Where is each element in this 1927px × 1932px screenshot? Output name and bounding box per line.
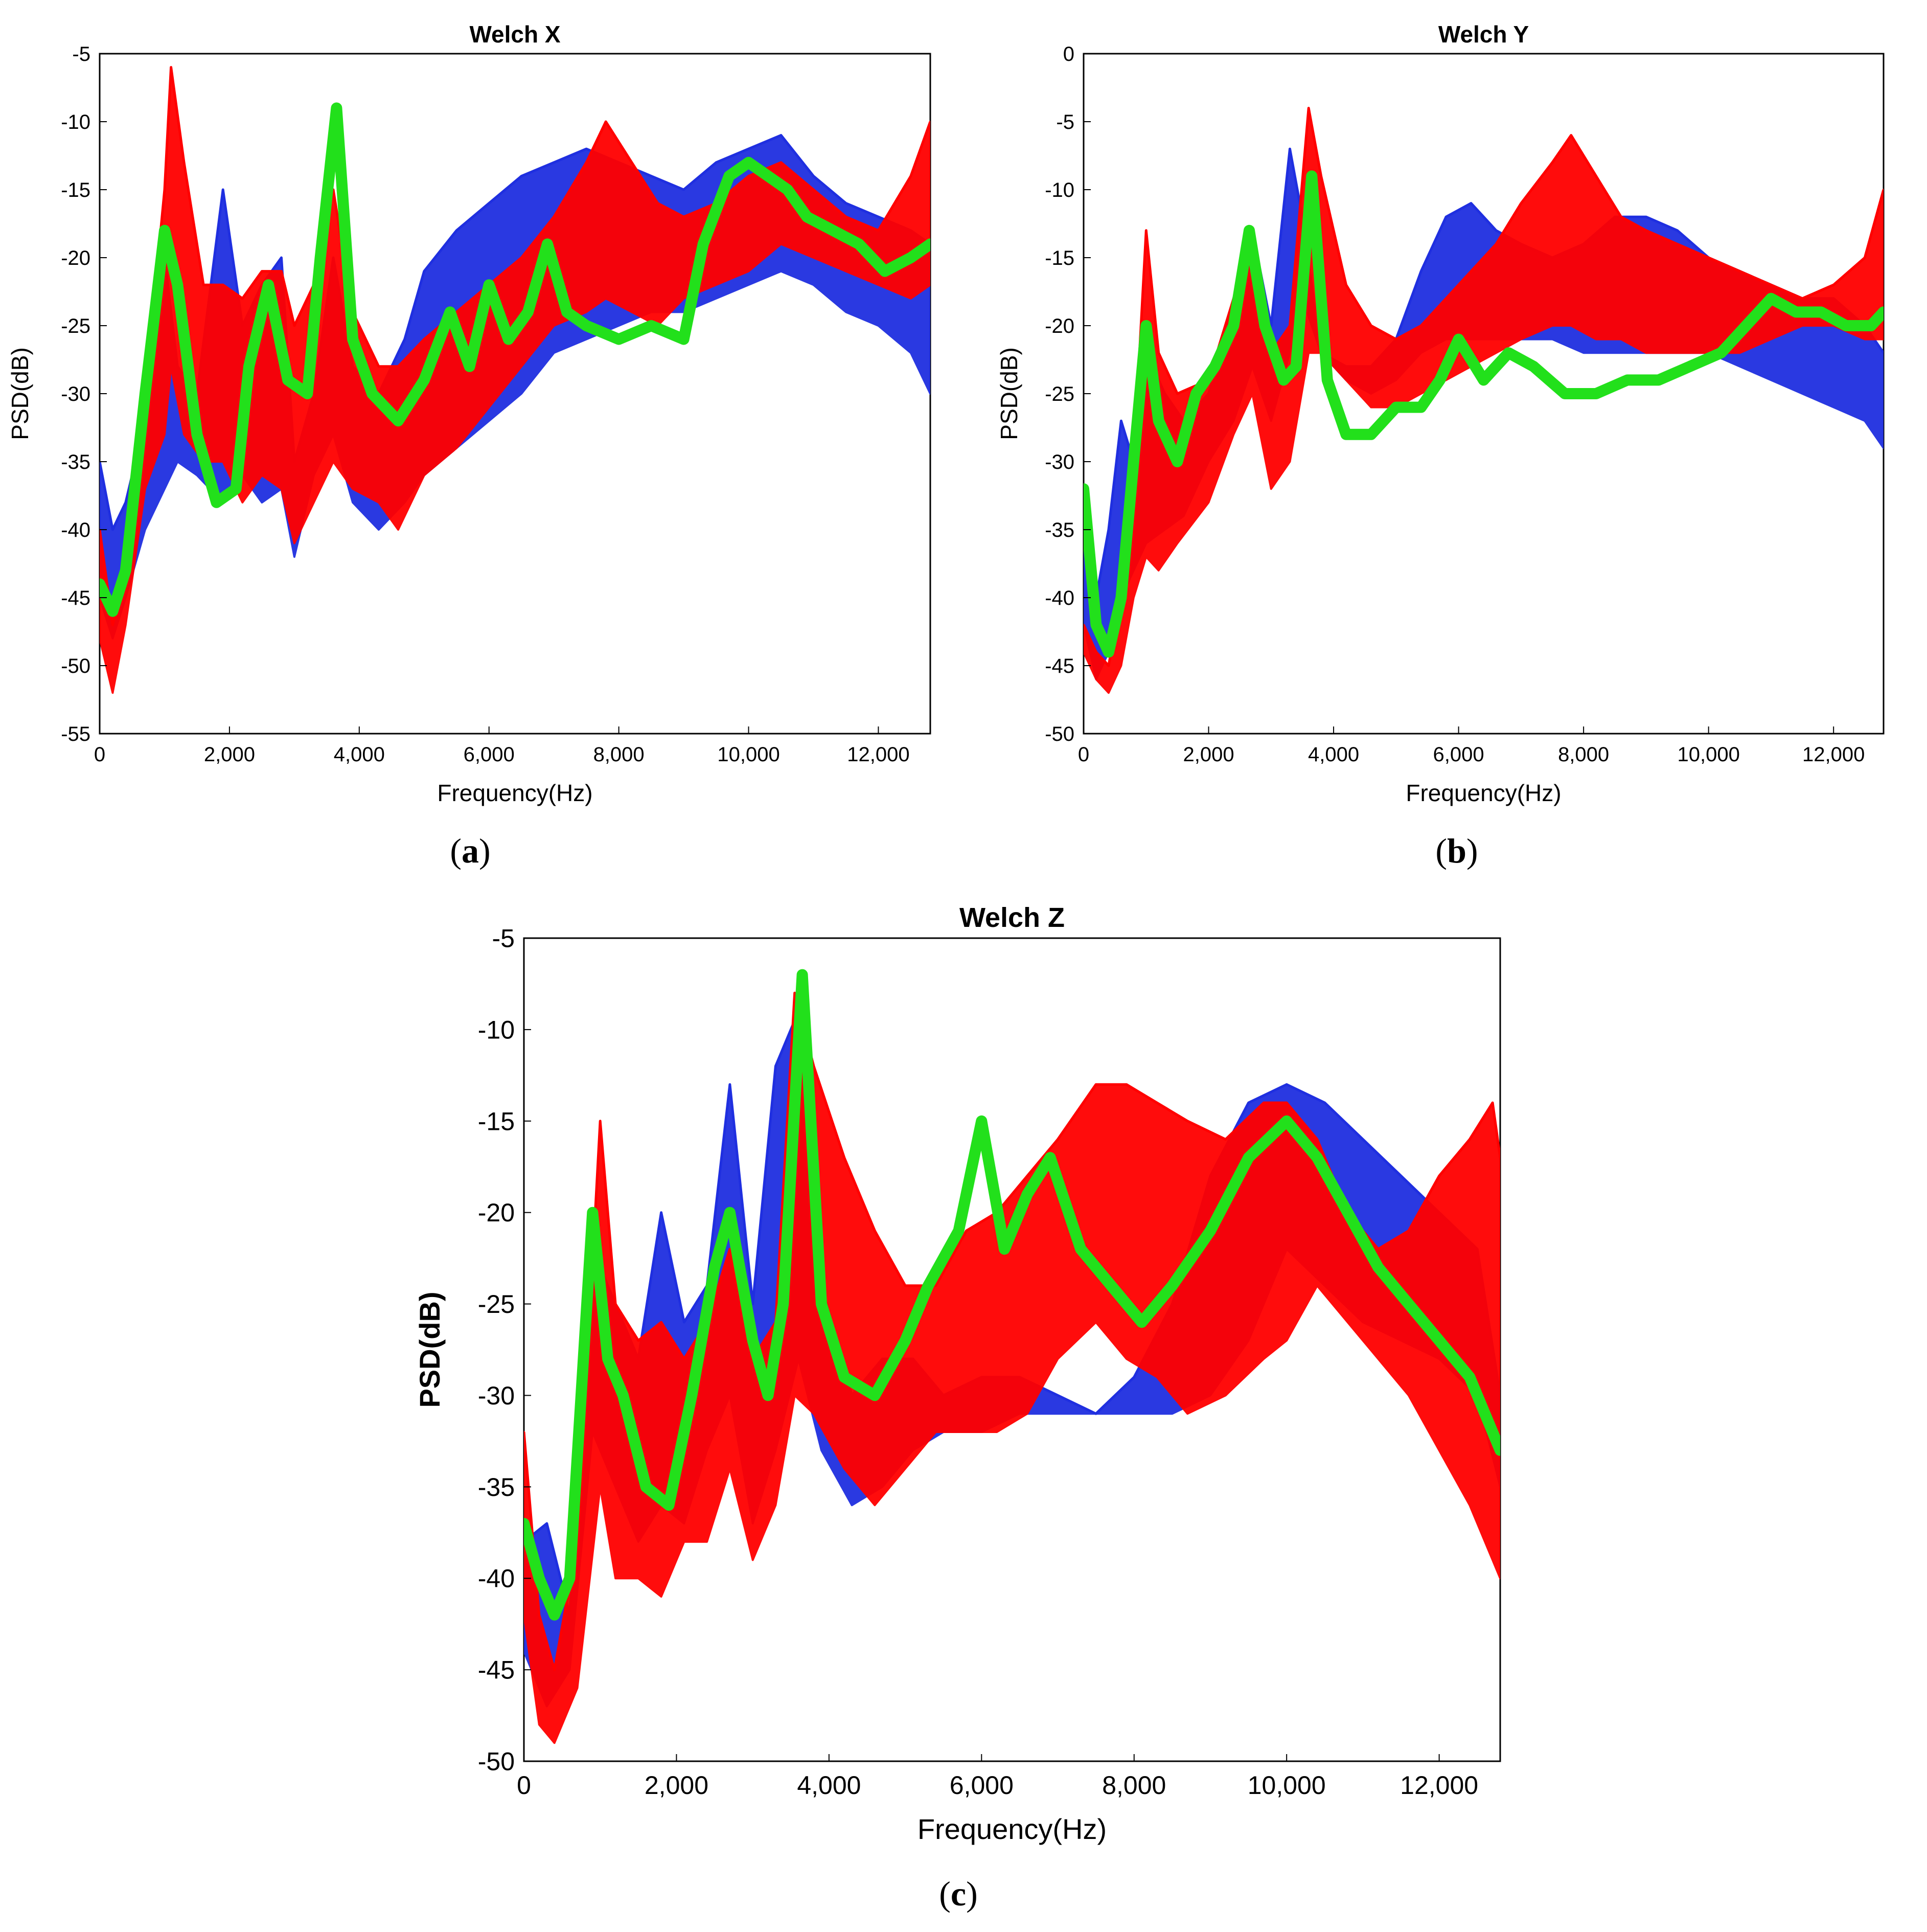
caption-c: (c) [939,1874,978,1913]
series-upper-trace-red [100,66,930,626]
x-tick-label: 12,000 [847,743,909,766]
y-tick-label: -5 [1056,111,1074,133]
y-tick-label: -5 [72,43,90,65]
y-tick-label: -40 [1045,587,1074,609]
y-tick-label: -15 [1045,247,1074,269]
caption-a: (a) [450,831,491,870]
y-tick-label: -30 [478,1381,515,1410]
y-tick-label: -25 [1045,383,1074,405]
y-axis-label: PSD(dB) [7,347,33,440]
y-tick-label: -45 [1045,655,1074,677]
x-tick-label: 12,000 [1400,1771,1478,1800]
chart-title: Welch Y [1438,21,1529,48]
plot-area [1084,106,1884,694]
plot-area [524,969,1500,1744]
plot-area [100,66,930,694]
y-tick-label: -30 [61,383,90,405]
x-axis-label: Frequency(Hz) [1406,780,1561,806]
x-axis-label: Frequency(Hz) [917,1813,1107,1845]
chart-welch-z: 0 2,000 4,000 6,000 8,000 10,000 12,000 -5 -10 -1… [414,902,1501,1845]
caption-b: (b) [1435,831,1478,870]
chart-panel-welch-x: 0 2,000 4,000 6,000 8,000 10,000 12,000 -5 -10 -1… [0,10,940,818]
series-line-green [1084,170,1884,658]
chart-panel-welch-y: 0 2,000 4,000 6,000 8,000 10,000 12,000 0 -5 -10 -… [989,10,1927,818]
chart-title: Welch Z [959,902,1065,933]
x-tick-label: 4,000 [1308,743,1359,766]
x-tick-label: 0 [94,743,105,766]
chart-title: Welch X [469,21,560,48]
y-tick-label: -10 [61,111,90,133]
y-tick-label: -15 [61,179,90,201]
y-tick-label: -45 [478,1656,515,1685]
x-tick-label: 10,000 [717,743,779,766]
x-tick-label: 8,000 [1558,743,1609,766]
y-tick-label: -45 [61,587,90,609]
x-axis-label: Frequency(Hz) [437,780,592,806]
x-tick-label: 6,000 [1433,743,1484,766]
x-tick-label: 2,000 [1183,743,1234,766]
series-line-green [100,102,930,617]
series-line-green [524,969,1500,1621]
y-tick-label: -50 [478,1747,515,1776]
chart-welch-y: 0 2,000 4,000 6,000 8,000 10,000 12,000 0 -5 -10 -… [996,21,1885,806]
y-tick-label: -5 [492,924,515,953]
x-tick-label: 0 [517,1771,531,1800]
y-tick-label: -35 [1045,519,1074,541]
y-tick-label: -20 [61,247,90,269]
y-tick-label: -20 [1045,315,1074,337]
x-tick-label: 10,000 [1677,743,1739,766]
x-tick-label: 6,000 [950,1771,1014,1800]
y-tick-label: 0 [1063,43,1074,65]
y-tick-label: -10 [1045,179,1074,201]
y-tick-label: -40 [478,1564,515,1593]
y-tick-label: -25 [61,315,90,337]
y-tick-label: -35 [478,1473,515,1502]
x-tick-label: 0 [1078,743,1089,766]
y-tick-label: -15 [478,1107,515,1135]
chart-welch-x: 0 2,000 4,000 6,000 8,000 10,000 12,000 -5 -10 -1… [7,21,931,806]
y-tick-label: -30 [1045,451,1074,473]
x-tick-label: 2,000 [204,743,255,766]
x-tick-label: 2,000 [645,1771,708,1800]
y-tick-label: -50 [1045,723,1074,745]
x-tick-label: 12,000 [1802,743,1865,766]
chart-panel-welch-z: 0 2,000 4,000 6,000 8,000 10,000 12,000 -5 -10 -1… [409,879,1513,1851]
y-axis-label: PSD(dB) [414,1291,446,1407]
x-tick-label: 4,000 [334,743,385,766]
y-axis-label: PSD(dB) [996,347,1022,440]
y-tick-label: -35 [61,451,90,473]
y-tick-label: -40 [61,519,90,541]
x-tick-label: 4,000 [797,1771,861,1800]
y-tick-label: -20 [478,1198,515,1227]
x-tick-label: 6,000 [464,743,515,766]
y-tick-label: -10 [478,1015,515,1044]
y-tick-label: -50 [61,655,90,677]
x-tick-label: 8,000 [1102,1771,1166,1800]
x-tick-label: 8,000 [593,743,645,766]
series-upper-trace-red [1084,106,1884,667]
y-tick-label: -25 [478,1290,515,1319]
x-tick-label: 10,000 [1248,1771,1326,1800]
y-tick-label: -55 [61,723,90,745]
